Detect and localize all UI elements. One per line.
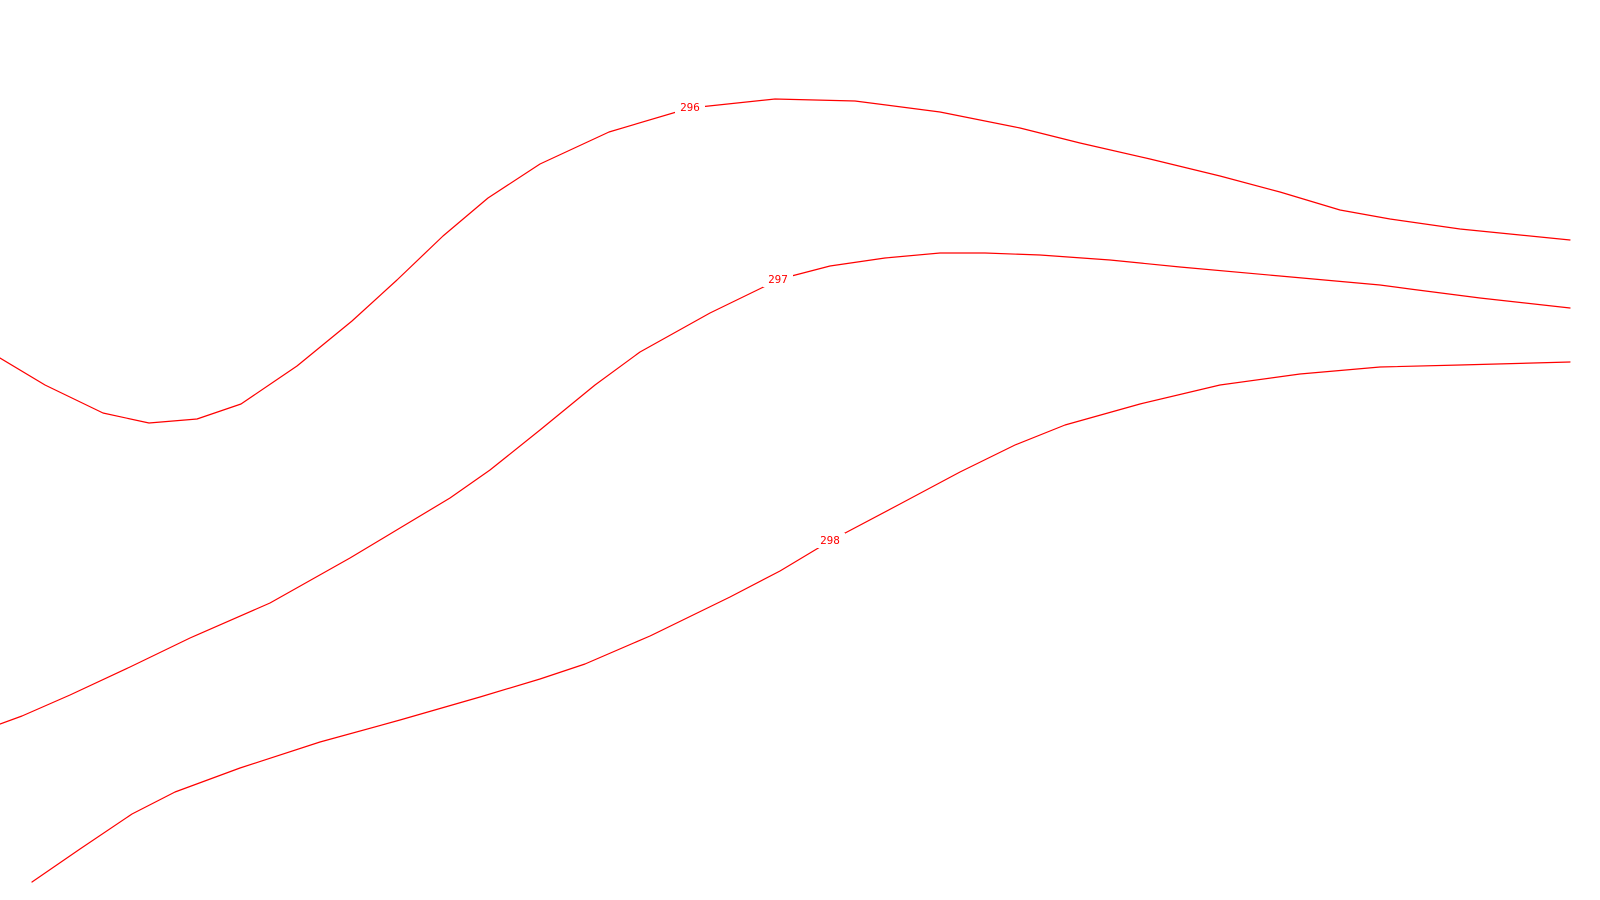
contour-296: 296	[0, 98, 1571, 424]
contour-297: 297	[0, 252, 1571, 725]
contour-label-297: 297	[768, 273, 788, 286]
contour-line-298	[31, 361, 1571, 883]
contour-line-297	[0, 252, 1571, 725]
contour-label-298: 298	[820, 534, 840, 547]
contour-label-296: 296	[680, 101, 700, 114]
contour-298: 298	[31, 361, 1571, 883]
